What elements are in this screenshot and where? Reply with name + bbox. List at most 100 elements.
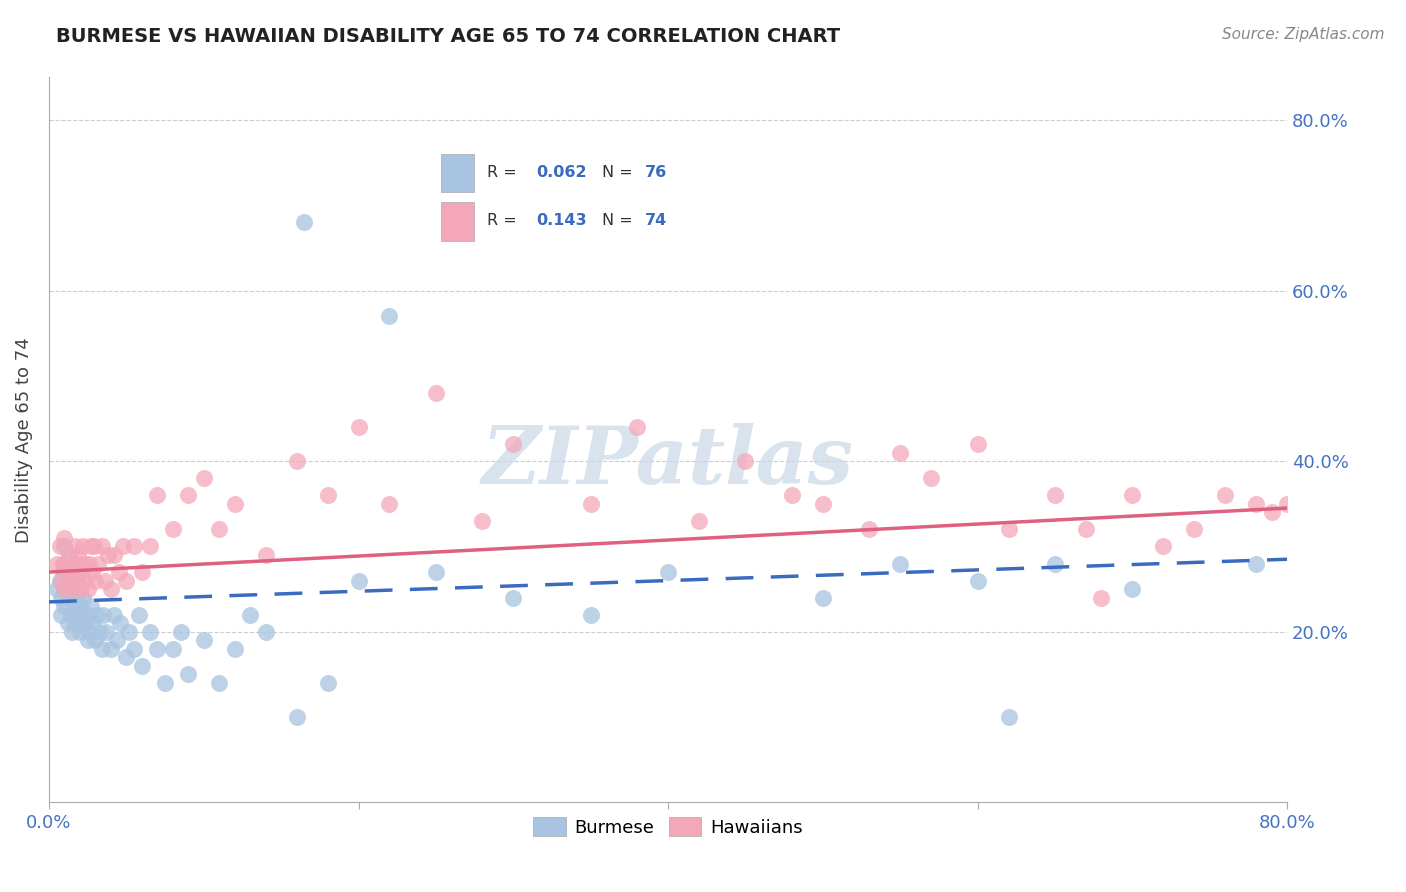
Point	[76, 633, 98, 648]
Point	[69, 624, 91, 639]
Point	[138, 540, 160, 554]
Point	[58, 574, 80, 588]
Point	[86, 607, 108, 622]
Point	[1182, 522, 1205, 536]
Point	[52, 557, 75, 571]
Point	[66, 574, 89, 588]
Point	[62, 565, 84, 579]
Point	[502, 437, 524, 451]
Point	[70, 607, 93, 622]
Point	[72, 591, 94, 605]
Point	[84, 633, 107, 648]
Point	[100, 641, 122, 656]
Point	[97, 548, 120, 562]
Point	[82, 565, 104, 579]
Point	[146, 488, 169, 502]
Point	[138, 624, 160, 639]
Point	[87, 557, 110, 571]
Point	[347, 574, 370, 588]
Point	[96, 624, 118, 639]
Point	[688, 514, 710, 528]
Point	[83, 540, 105, 554]
Point	[77, 624, 100, 639]
Point	[103, 548, 125, 562]
Point	[75, 557, 97, 571]
Point	[72, 540, 94, 554]
Point	[105, 633, 128, 648]
Point	[58, 548, 80, 562]
Point	[89, 624, 111, 639]
Point	[107, 565, 129, 579]
Text: Source: ZipAtlas.com: Source: ZipAtlas.com	[1222, 27, 1385, 42]
Point	[285, 454, 308, 468]
Point	[657, 565, 679, 579]
Point	[84, 574, 107, 588]
Point	[579, 497, 602, 511]
Text: ZIPatlas: ZIPatlas	[482, 423, 853, 500]
Point	[858, 522, 880, 536]
Point	[502, 591, 524, 605]
Point	[208, 676, 231, 690]
Point	[153, 676, 176, 690]
Point	[58, 591, 80, 605]
Point	[1275, 497, 1298, 511]
Point	[1043, 488, 1066, 502]
Point	[62, 599, 84, 614]
Point	[112, 540, 135, 554]
Point	[73, 574, 96, 588]
Point	[1121, 488, 1143, 502]
Point	[51, 574, 73, 588]
Point	[91, 607, 114, 622]
Point	[93, 574, 115, 588]
Point	[889, 557, 911, 571]
Point	[67, 582, 90, 596]
Point	[90, 540, 112, 554]
Point	[734, 454, 756, 468]
Point	[90, 641, 112, 656]
Point	[69, 599, 91, 614]
Point	[997, 710, 1019, 724]
Point	[169, 624, 191, 639]
Point	[811, 497, 834, 511]
Point	[76, 607, 98, 622]
Point	[193, 633, 215, 648]
Point	[128, 607, 150, 622]
Point	[60, 557, 83, 571]
Point	[115, 650, 138, 665]
Point	[66, 574, 89, 588]
Point	[53, 582, 76, 596]
Point	[69, 557, 91, 571]
Point	[626, 420, 648, 434]
Point	[997, 522, 1019, 536]
Point	[239, 607, 262, 622]
Point	[254, 624, 277, 639]
Point	[162, 522, 184, 536]
Point	[177, 488, 200, 502]
Point	[65, 616, 87, 631]
Point	[579, 607, 602, 622]
Point	[53, 557, 76, 571]
Point	[53, 557, 76, 571]
Point	[65, 540, 87, 554]
Point	[59, 565, 82, 579]
Point	[58, 548, 80, 562]
Point	[966, 574, 988, 588]
Point	[45, 557, 67, 571]
Y-axis label: Disability Age 65 to 74: Disability Age 65 to 74	[15, 337, 32, 542]
Point	[1244, 497, 1267, 511]
Point	[224, 641, 246, 656]
Point	[115, 574, 138, 588]
Point	[122, 540, 145, 554]
Point	[425, 565, 447, 579]
Point	[53, 582, 76, 596]
Point	[285, 710, 308, 724]
Point	[193, 471, 215, 485]
Point	[1213, 488, 1236, 502]
Point	[889, 445, 911, 459]
Text: BURMESE VS HAWAIIAN DISABILITY AGE 65 TO 74 CORRELATION CHART: BURMESE VS HAWAIIAN DISABILITY AGE 65 TO…	[56, 27, 841, 45]
Point	[1152, 540, 1174, 554]
Point	[52, 565, 75, 579]
Point	[1244, 557, 1267, 571]
Point	[80, 540, 103, 554]
Point	[59, 607, 82, 622]
